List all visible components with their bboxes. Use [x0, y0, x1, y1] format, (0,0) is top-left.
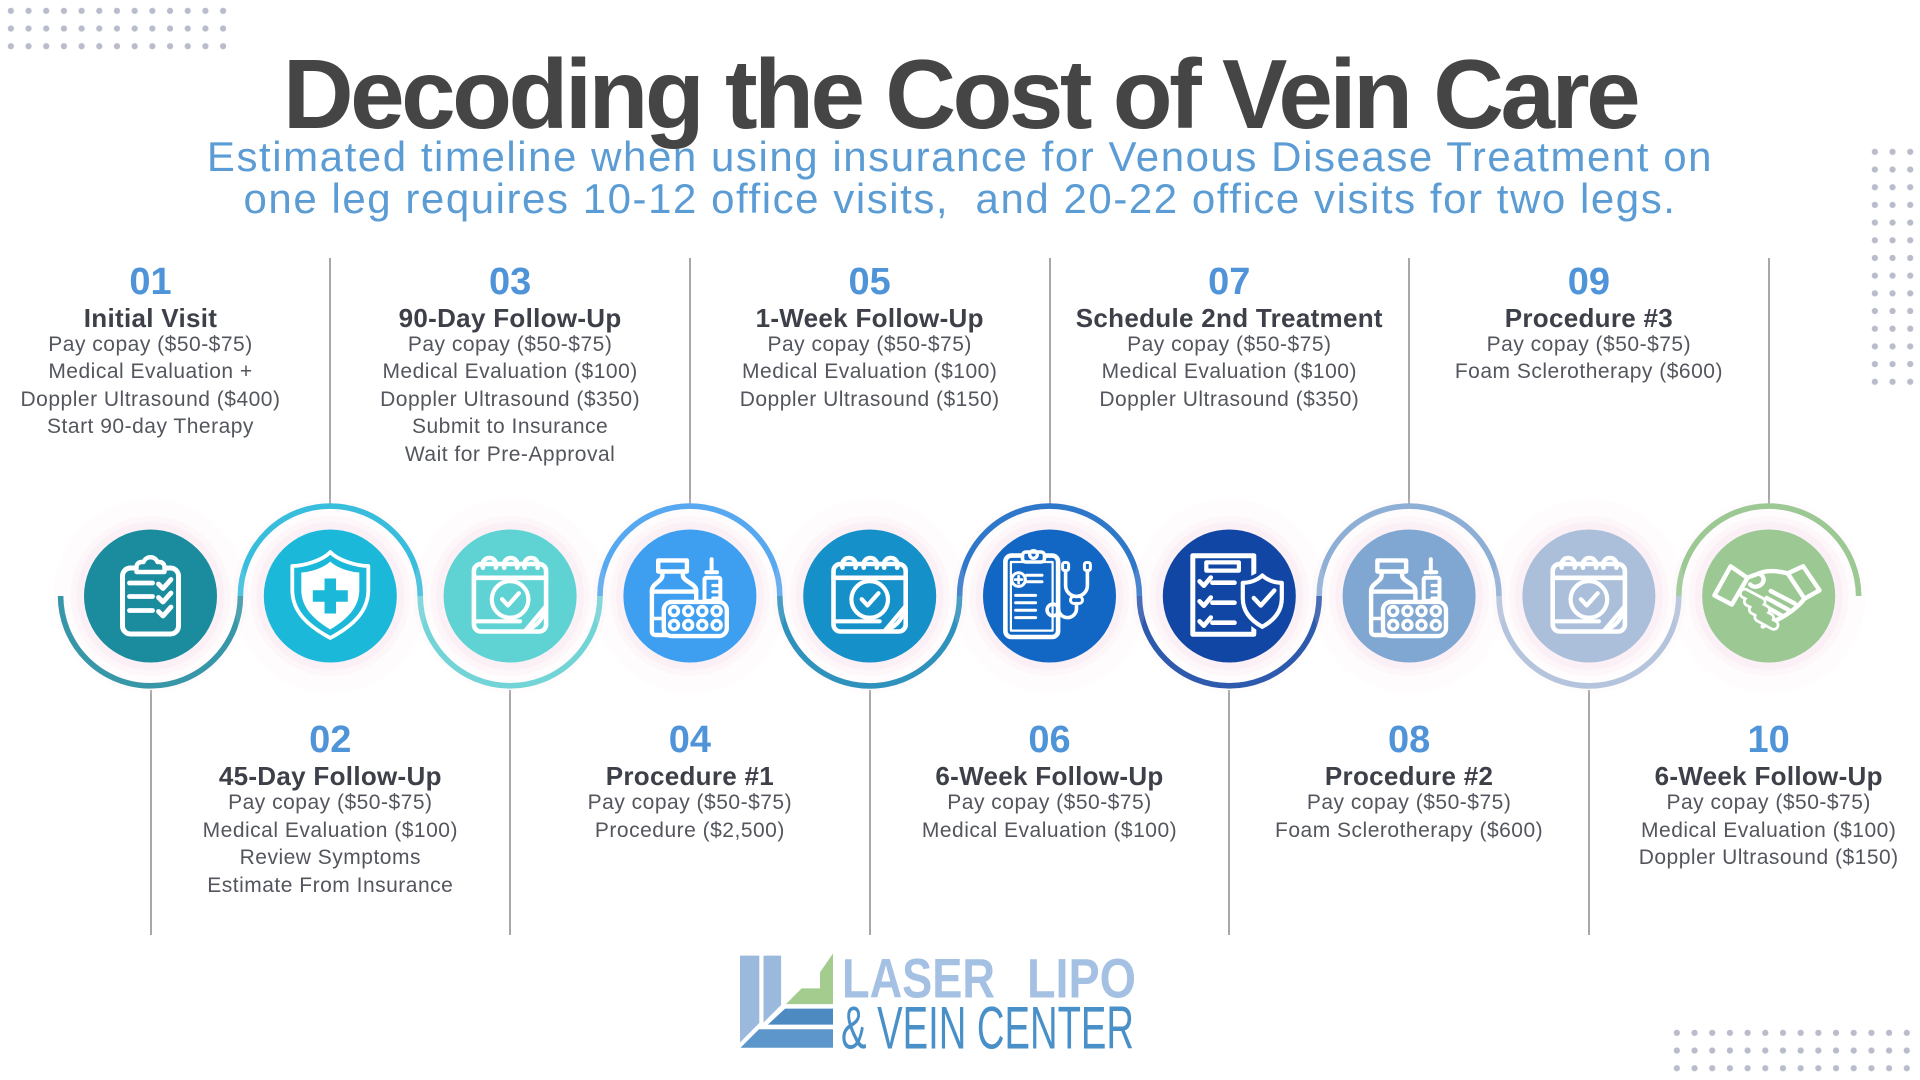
svg-text:LIPO: LIPO — [1027, 946, 1136, 1009]
svg-text:LASER: LASER — [842, 946, 995, 1009]
svg-text:& VEIN CENTER: & VEIN CENTER — [841, 994, 1134, 1061]
